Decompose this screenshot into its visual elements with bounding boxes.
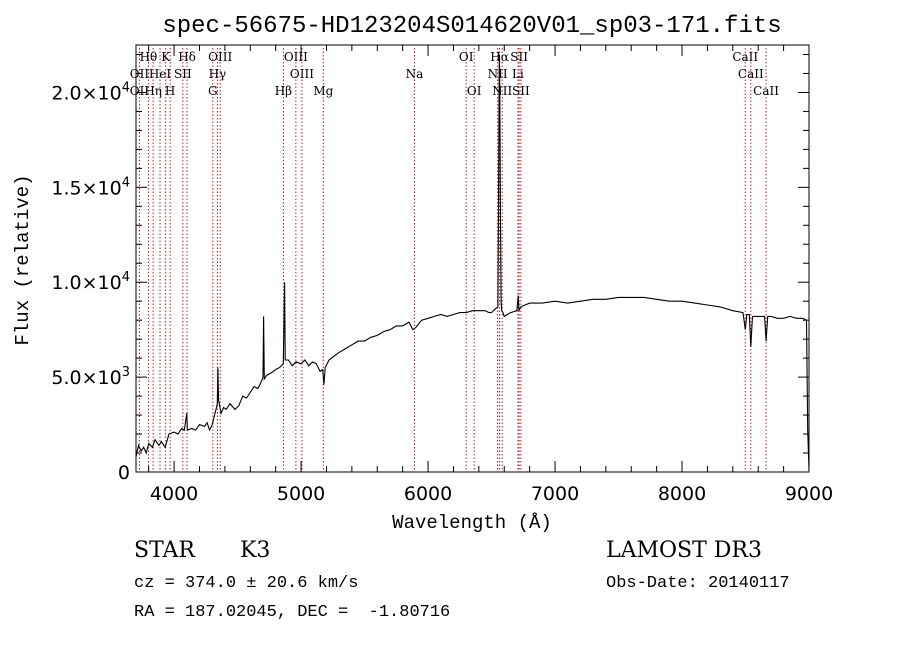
plot-frame	[135, 44, 810, 473]
x-tick-label: 8000	[658, 483, 706, 505]
redshift-readout: cz = 374.0 ± 20.6 km/s	[134, 574, 359, 593]
x-axis-title: Wavelength (Å)	[392, 512, 552, 534]
line-label: SII	[174, 67, 192, 81]
object-class: STAR	[134, 538, 195, 563]
line-label: K	[161, 50, 171, 64]
line-label: HeI	[149, 67, 172, 81]
x-tick-label: 9000	[785, 483, 833, 505]
y-tick-label: 5.0×103	[51, 365, 130, 389]
line-label: Hδ	[178, 50, 196, 64]
y-tick-label: 1.0×104	[51, 270, 130, 294]
line-label: OII	[130, 84, 150, 98]
line-label: Mg	[313, 84, 333, 98]
y-axis-title: Flux (relative)	[12, 174, 34, 345]
line-label: CaII	[753, 84, 779, 98]
x-tick-labels: 4000 5000 6000 7000 8000 9000	[150, 483, 833, 505]
line-label: H	[165, 84, 175, 98]
y-tick-label: 0	[118, 462, 130, 484]
line-label: OI	[459, 50, 474, 64]
line-label: Hβ	[275, 84, 292, 98]
line-label: SII	[510, 50, 528, 64]
line-label: Li	[512, 67, 524, 81]
line-markers	[138, 48, 767, 472]
spectral-subclass: K3	[240, 538, 271, 563]
line-label: OIII	[208, 50, 232, 64]
line-label: NII	[488, 67, 508, 81]
x-tick-label: 5000	[277, 483, 325, 505]
coordinates-readout: RA = 187.02045, DEC = -1.80716	[134, 603, 451, 622]
survey-name: LAMOST DR3	[606, 538, 762, 563]
x-tick-label: 7000	[531, 483, 579, 505]
axis-ticks	[136, 45, 810, 473]
chart-title: spec-56675-HD123204S014620V01_sp03-171.f…	[162, 13, 781, 40]
y-tick-labels: 0 5.0×103 1.0×104 1.5×104 2.0×104	[51, 80, 130, 484]
line-label: Hγ	[209, 67, 227, 81]
line-label: NII	[492, 84, 512, 98]
line-label: Hη	[144, 84, 162, 98]
line-label: Hθ	[140, 50, 158, 64]
y-tick-label: 1.5×104	[51, 175, 130, 199]
spectrum-line	[135, 54, 810, 471]
line-label: SII	[512, 84, 530, 98]
line-label: G	[208, 84, 218, 98]
line-label: OIII	[284, 50, 308, 64]
y-tick-label: 2.0×104	[51, 80, 130, 104]
line-label: OIII	[290, 67, 314, 81]
obs-date: Obs-Date: 20140117	[606, 574, 790, 593]
x-tick-label: 6000	[404, 483, 452, 505]
line-label: Na	[406, 67, 424, 81]
line-label: CaII	[738, 67, 764, 81]
line-label: OI	[467, 84, 482, 98]
line-label: OII	[130, 67, 150, 81]
line-label: CaII	[732, 50, 758, 64]
x-tick-label: 4000	[150, 483, 198, 505]
